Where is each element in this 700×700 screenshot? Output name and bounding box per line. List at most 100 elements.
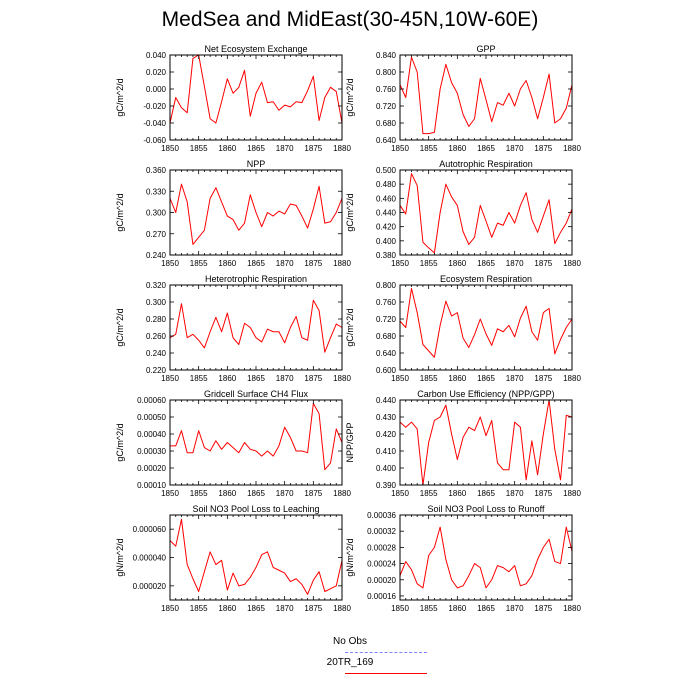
panel-1-ytick-label: 0.040 [146, 51, 167, 60]
panel-5-xtick-label: 1880 [333, 374, 351, 383]
panel-4-ylabel: gC/m^2/d [345, 193, 355, 231]
panel-6-ytick-label: 0.600 [376, 366, 397, 375]
panel-1-xtick-label: 1875 [304, 144, 322, 153]
panel-7-gridcell-surface-ch4-flux: Gridcell Surface CH4 Flux gC/m^2/d 1850 185… [115, 389, 351, 498]
panel-3-xtick-label: 1875 [304, 259, 322, 268]
panel-7-xtick-label: 1865 [247, 489, 265, 498]
panel-10-soil-no3-pool-loss-to-runoff: Soil NO3 Pool Loss to Runoff gN/m^2/d 1850… [345, 504, 581, 613]
panel-10-series-line [399, 526, 573, 589]
panel-7-xtick-label: 1860 [218, 489, 236, 498]
panel-9-ytick-label: 0.000020 [133, 582, 167, 591]
panel-1-ylabel: gC/m^2/d [115, 78, 125, 116]
panel-5-series-line [169, 299, 343, 353]
panel-1-ytick-label: 0.000 [146, 85, 167, 94]
panel-2-ytick-label: 0.840 [376, 51, 397, 60]
panel-4-xtick-label: 1860 [448, 259, 466, 268]
panel-8-ytick-label: 0.430 [376, 413, 397, 422]
panel-5-xtick-label: 1865 [247, 374, 265, 383]
panel-6-ytick-label: 0.680 [376, 332, 397, 341]
panel-9-xtick-label: 1855 [190, 604, 208, 613]
panel-8-ytick-label: 0.410 [376, 447, 397, 456]
panel-5-xtick-label: 1870 [276, 374, 294, 383]
panel-7-xtick-label: 1875 [304, 489, 322, 498]
panel-3-ylabel: gC/m^2/d [115, 193, 125, 231]
panel-2-ytick-label: 0.800 [376, 68, 397, 77]
panel-4-xtick-label: 1870 [506, 259, 524, 268]
panel-1-net-ecosystem-exchange: Net Ecosystem Exchange gC/m^2/d 1850 1855 18… [115, 44, 351, 153]
panel-1-xtick-label: 1870 [276, 144, 294, 153]
panel-7-ytick-label: 0.00060 [137, 396, 166, 405]
panel-3-ytick-label: 0.330 [146, 187, 167, 196]
panel-10-xtick-label: 1860 [448, 604, 466, 613]
panel-3-xtick-label: 1865 [247, 259, 265, 268]
panel-6-xtick-label: 1860 [448, 374, 466, 383]
panel-2-frame [399, 54, 573, 141]
panel-7-ytick-label: 0.00050 [137, 413, 166, 422]
legend-label-20tr-169: 20TR_169 [326, 657, 374, 668]
panel-8-xtick-label: 1860 [448, 489, 466, 498]
panel-5-ytick-label: 0.280 [146, 315, 167, 324]
panel-5-ytick-label: 0.320 [146, 281, 167, 290]
panel-9-ylabel: gN/m^2/d [115, 538, 125, 576]
panel-5-xtick-label: 1875 [304, 374, 322, 383]
panel-3-series-line [169, 183, 343, 245]
panel-6-xtick-label: 1850 [391, 374, 409, 383]
panel-4-autotrophic-respiration: Autotrophic Respiration gC/m^2/d 1850 1855 1… [345, 159, 581, 268]
panel-3-xtick-label: 1850 [161, 259, 179, 268]
panel-3-xtick-label: 1870 [276, 259, 294, 268]
panel-8-xtick-label: 1875 [534, 489, 552, 498]
panel-5-frame [169, 284, 343, 371]
panel-1-ytick-label: -0.060 [143, 136, 166, 145]
panel-2-title: GPP [476, 44, 495, 54]
panel-9-xtick-label: 1865 [247, 604, 265, 613]
panel-2-xtick-label: 1880 [563, 144, 581, 153]
panel-6-xtick-label: 1880 [563, 374, 581, 383]
panel-1-title: Net Ecosystem Exchange [204, 44, 307, 54]
panel-10-xtick-label: 1855 [420, 604, 438, 613]
panel-4-series-line [399, 173, 573, 254]
panel-8-title: Carbon Use Efficiency (NPP/GPP) [417, 389, 554, 399]
panel-6-ytick-label: 0.640 [376, 349, 397, 358]
panel-2-ytick-label: 0.720 [376, 102, 397, 111]
panel-9-series-line [169, 518, 343, 595]
panel-10-ytick-label: 0.00024 [367, 560, 396, 569]
panel-8-xtick-label: 1865 [477, 489, 495, 498]
panel-9-xtick-label: 1850 [161, 604, 179, 613]
panel-9-xtick-label: 1875 [304, 604, 322, 613]
panel-7-series-line [170, 402, 343, 471]
panel-9-title: Soil NO3 Pool Loss to Leaching [192, 504, 319, 514]
panel-5-xtick-label: 1850 [161, 374, 179, 383]
panel-2-xtick-label: 1870 [506, 144, 524, 153]
panel-4-ytick-label: 0.400 [376, 237, 397, 246]
panel-4-xtick-label: 1865 [477, 259, 495, 268]
panel-2-ytick-label: 0.760 [376, 85, 397, 94]
panel-5-title: Heterotrophic Respiration [205, 274, 307, 284]
panel-5-xtick-label: 1855 [190, 374, 208, 383]
panel-4-xtick-label: 1875 [534, 259, 552, 268]
panel-9-ytick-label: 0.000060 [133, 525, 167, 534]
panel-4-title: Autotrophic Respiration [439, 159, 533, 169]
panel-9-xtick-label: 1870 [276, 604, 294, 613]
panel-2-xtick-label: 1865 [477, 144, 495, 153]
panel-7-xtick-label: 1850 [161, 489, 179, 498]
panel-1-xtick-label: 1880 [333, 144, 351, 153]
panel-9-xtick-label: 1880 [333, 604, 351, 613]
panel-1-series-line [169, 54, 343, 124]
panel-7-ylabel: gC/m^2/d [115, 423, 125, 461]
panel-5-xtick-label: 1860 [218, 374, 236, 383]
legend-line-no-obs [345, 652, 427, 653]
panel-1-xtick-label: 1850 [161, 144, 179, 153]
panel-6-title: Ecosystem Respiration [440, 274, 532, 284]
panel-3-xtick-label: 1880 [333, 259, 351, 268]
panel-3-npp: NPP gC/m^2/d 1850 1855 1860 1865 1870 1875 1880 0… [115, 159, 351, 268]
panel-10-ytick-label: 0.00036 [367, 511, 396, 520]
panel-8-ytick-label: 0.420 [376, 430, 397, 439]
panel-10-ylabel: gN/m^2/d [345, 538, 355, 576]
panel-9-soil-no3-pool-loss-to-leaching: Soil NO3 Pool Loss to Leaching gN/m^2/d 18… [115, 504, 351, 613]
panel-6-ytick-label: 0.800 [376, 281, 397, 290]
panel-4-ytick-label: 0.420 [376, 223, 397, 232]
panel-3-title: NPP [247, 159, 266, 169]
panel-8-xtick-label: 1870 [506, 489, 524, 498]
panel-6-xtick-label: 1855 [420, 374, 438, 383]
panel-10-ytick-label: 0.00016 [367, 592, 396, 601]
